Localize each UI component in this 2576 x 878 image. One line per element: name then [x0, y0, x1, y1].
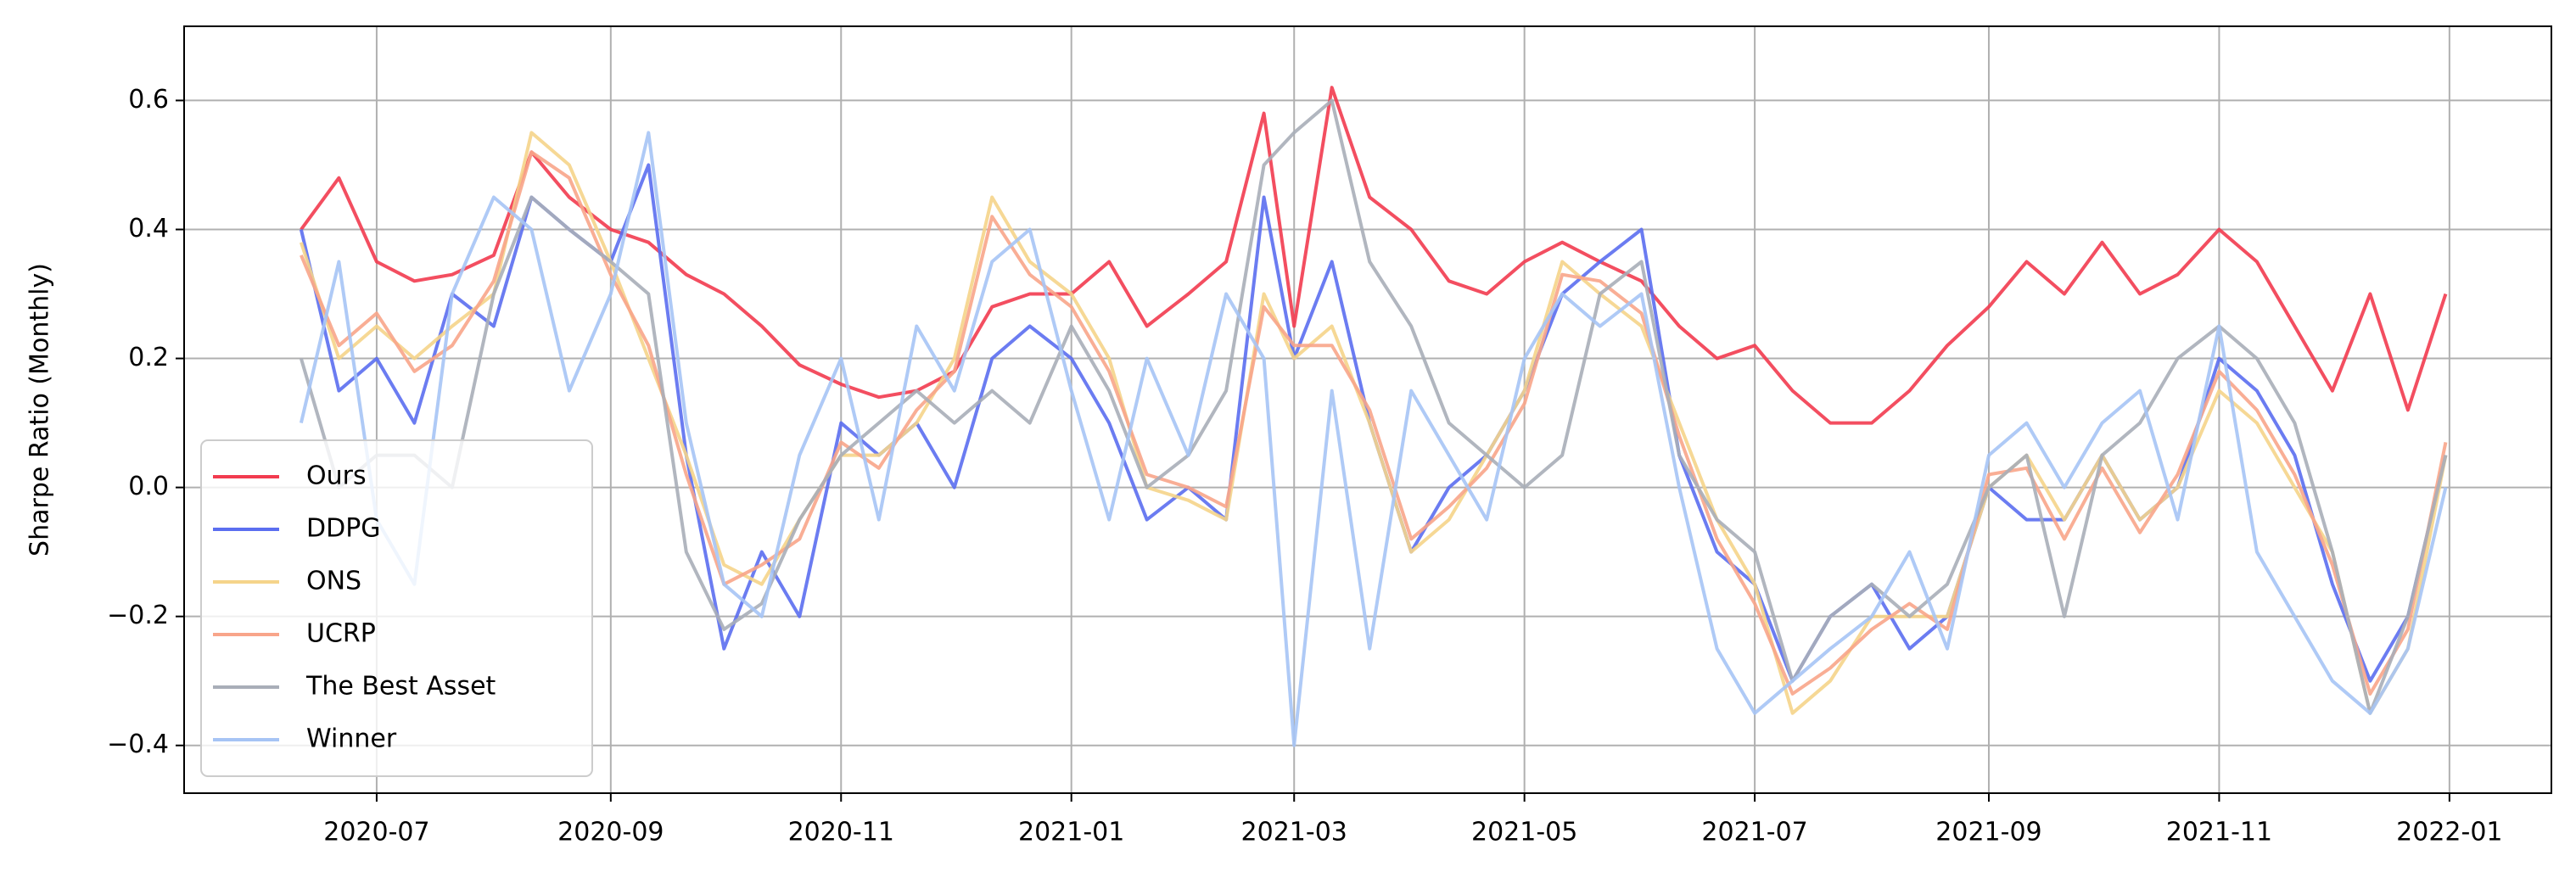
y-tick-label: 0.0 [128, 472, 169, 501]
legend-label: Ours [306, 461, 367, 491]
plot-frame [183, 25, 2552, 794]
y-tick-label: −0.4 [107, 730, 169, 759]
series-line [299, 131, 2448, 747]
legend-label: The Best Asset [305, 672, 496, 702]
legend-label: Winner [306, 724, 397, 754]
x-tick-label: 2020-11 [788, 818, 894, 847]
x-tick-label: 2021-03 [1241, 818, 1347, 847]
x-tick-label: 2021-09 [1935, 818, 2041, 847]
x-tick-label: 2021-01 [1018, 818, 1124, 847]
x-tick-label: 2021-11 [2166, 818, 2272, 847]
legend-label: DDPG [306, 514, 381, 544]
x-tick-label: 2021-07 [1701, 818, 1807, 847]
legend: Ours DDPG ONS UCRP The Best Asset Winner [200, 439, 593, 777]
y-axis-label: Sharpe Ratio (Monthly) [25, 263, 55, 556]
y-tick-label: −0.2 [107, 601, 169, 630]
x-tick-label: 2022-01 [2396, 818, 2502, 847]
x-tick-label: 2020-07 [323, 818, 429, 847]
legend-label: UCRP [306, 619, 376, 649]
x-tick-label: 2021-05 [1471, 818, 1577, 847]
y-tick-label: 0.4 [128, 214, 169, 243]
series-line [299, 98, 2448, 715]
y-tick-label: 0.6 [128, 85, 169, 115]
legend-box [200, 439, 593, 777]
y-tick-label: 0.2 [128, 343, 169, 372]
x-tick-label: 2020-09 [557, 818, 664, 847]
legend-label: ONS [306, 567, 361, 596]
